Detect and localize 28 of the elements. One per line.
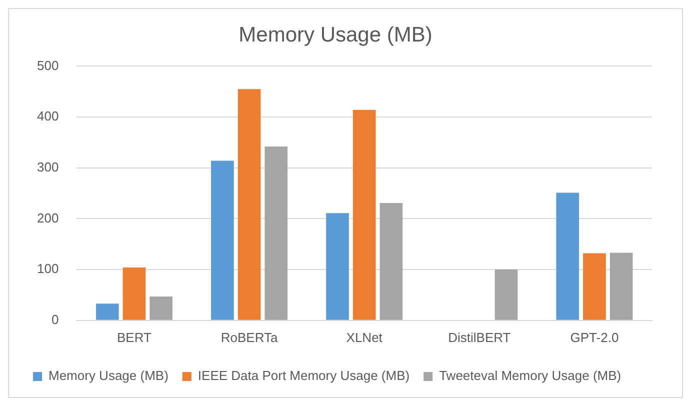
bar (150, 296, 172, 320)
x-tick-label: RoBERTa (220, 330, 278, 345)
y-tick-label: 0 (51, 312, 59, 327)
x-tick-label: GPT-2.0 (570, 330, 619, 345)
legend-label: IEEE Data Port Memory Usage (MB) (198, 368, 410, 384)
y-tick-label: 200 (36, 210, 59, 226)
legend-label: Tweeteval Memory Usage (MB) (439, 368, 622, 384)
bar (380, 202, 403, 320)
bar (264, 146, 288, 320)
bar (494, 270, 518, 320)
y-tick-label: 300 (36, 159, 59, 174)
bar (211, 160, 234, 320)
bar (326, 213, 349, 320)
y-tick-label: 100 (36, 261, 59, 276)
bar (122, 268, 146, 320)
bar (96, 304, 119, 320)
bar (610, 252, 633, 320)
x-tick-label: BERT (117, 330, 152, 345)
legend-label: Memory Usage (MB) (48, 368, 168, 384)
chart-title: Memory Usage (MB) (238, 23, 432, 46)
bar (556, 192, 580, 320)
bar (238, 89, 261, 320)
x-tick-label: DistilBERT (448, 330, 511, 345)
bar (583, 253, 606, 320)
y-tick-label: 400 (36, 108, 59, 124)
y-tick-label: 500 (36, 58, 59, 73)
x-tick-label: XLNet (346, 330, 383, 345)
bar (352, 110, 376, 320)
